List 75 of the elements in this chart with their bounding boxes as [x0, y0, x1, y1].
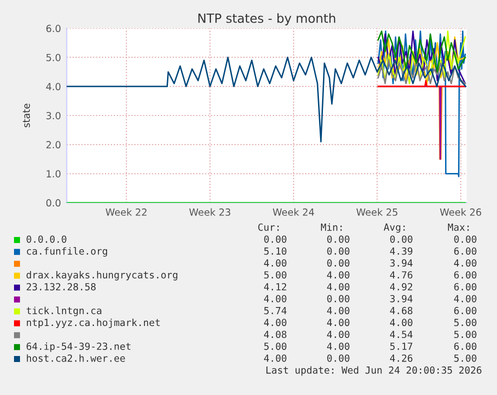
text: 4.00: [327, 271, 350, 279]
text: 0.00: [454, 235, 476, 243]
text: Min:: [320, 223, 342, 231]
text: 5.00: [264, 342, 286, 350]
text: Cur:: [258, 223, 279, 231]
text: 4.00: [264, 259, 286, 267]
x-tick-label: Week 22: [106, 208, 146, 216]
legend-label: 23.132.28.58: [26, 283, 96, 290]
text: 5.00: [454, 354, 476, 362]
y-tick-label: 5.0: [46, 54, 60, 62]
text: 5.74: [264, 307, 287, 314]
text: 3.94: [390, 294, 413, 302]
text: 6.00: [454, 306, 476, 314]
text: 4.76: [390, 271, 412, 279]
text: 0.00: [327, 354, 350, 362]
text: 4.39: [390, 247, 412, 255]
x-tick-label: Week 25: [356, 208, 398, 216]
y-tick-label: 1.0: [46, 170, 60, 178]
text: 4.00: [327, 283, 350, 290]
x-tick-label: Week 26: [440, 208, 482, 216]
text: Avg:: [384, 224, 405, 233]
text: 4.00: [454, 294, 476, 302]
text: 4.54: [390, 330, 413, 338]
text: 5.00: [454, 318, 476, 326]
y-tick-label: 2.0: [46, 141, 60, 148]
x-tick-label: Week 24: [272, 208, 314, 216]
text: 4.26: [390, 354, 412, 362]
text: 6.00: [454, 247, 476, 255]
y-tick-label: 3.0: [46, 112, 60, 120]
text: Max:: [448, 224, 469, 231]
line-series: [66, 56, 466, 142]
text: 0.00: [390, 235, 412, 243]
text: 0.00: [327, 259, 350, 267]
text: 4.00: [390, 318, 412, 326]
text: 4.00: [327, 342, 350, 350]
text: 5.10: [264, 247, 286, 255]
legend-label: 64.ip-54-39-23.net: [26, 342, 130, 352]
text: 5.00: [454, 330, 476, 338]
text: 6.00: [454, 271, 476, 279]
x-tick-label: Week 23: [189, 208, 230, 216]
legend-label: drax.kayaks.hungrycats.org: [26, 270, 178, 280]
text: 6.00: [454, 342, 476, 350]
legend-label: tick.lntgn.ca: [26, 306, 102, 316]
legend-label: ntp1.yyz.ca.hojmark.net: [26, 318, 160, 328]
text: 4.68: [390, 306, 412, 314]
text: Last update: Wed Jun 24 20:00:35 2026: [266, 366, 482, 376]
text: 3.94: [390, 259, 413, 267]
y-tick-label: 4.0: [46, 82, 60, 90]
text: 4.00: [264, 354, 286, 362]
y-tick-label: 6.0: [46, 24, 60, 32]
text: 6.00: [454, 283, 476, 290]
text: 4.00: [454, 259, 476, 267]
text: 4.12: [264, 283, 286, 290]
legend-label: ca.funfile.org: [26, 247, 108, 257]
text: 4.00: [327, 306, 350, 314]
legend-label: 0.0.0.0: [26, 235, 66, 243]
chart-title: NTP states - by month: [198, 13, 336, 26]
text: 5.17: [390, 342, 412, 350]
y-tick-label: 0.0: [46, 199, 60, 207]
legend-label: host.ca2.h.wer.ee: [26, 354, 125, 362]
text: 4.92: [390, 283, 412, 290]
text: 4.00: [327, 330, 350, 338]
text: 0.00: [264, 235, 286, 243]
text: 4.00: [327, 318, 350, 326]
text: 0.00: [327, 294, 350, 302]
text: 4.00: [264, 318, 286, 326]
text: 0.00: [327, 247, 350, 255]
text: 4.08: [264, 330, 286, 338]
y-axis-title: state: [22, 104, 30, 128]
line-series: [377, 30, 466, 73]
line-series: [377, 60, 466, 84]
line-series: [377, 30, 466, 178]
text: 4.00: [264, 294, 286, 302]
text: 5.00: [264, 271, 286, 279]
text: 0.00: [327, 235, 350, 243]
